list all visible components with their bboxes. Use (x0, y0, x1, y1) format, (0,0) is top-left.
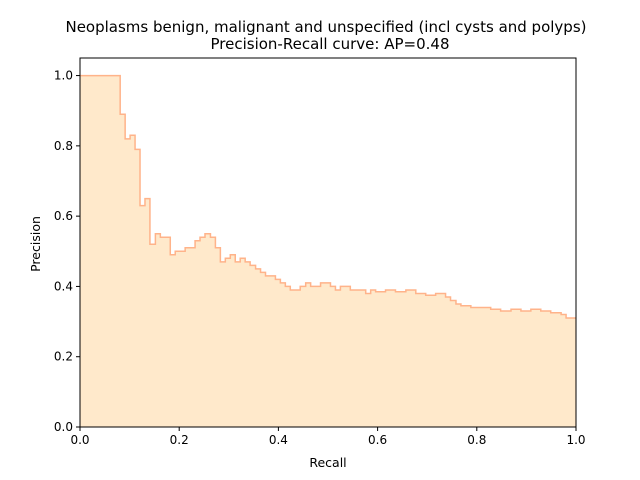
y-axis-label: Precision (28, 216, 43, 272)
y-tick-label: 1.0 (54, 69, 73, 83)
chart-title: Neoplasms benign, malignant and unspecif… (65, 18, 586, 36)
x-tick-label: 0.6 (368, 433, 387, 447)
y-axis-ticks: 0.0 0.2 0.4 0.6 0.8 1.0 (54, 69, 80, 434)
x-tick-label: 0.0 (70, 433, 89, 447)
x-tick-label: 1.0 (566, 433, 585, 447)
y-tick-label: 0.4 (54, 279, 73, 293)
x-tick-label: 0.4 (269, 433, 288, 447)
plot-frame (79, 57, 577, 428)
y-tick-label: 0.6 (54, 209, 73, 223)
chart-subtitle: Precision-Recall curve: AP=0.48 (211, 35, 450, 53)
y-tick-label: 0.2 (54, 350, 73, 364)
x-tick-label: 0.2 (170, 433, 189, 447)
x-axis-label: Recall (309, 455, 346, 470)
pr-area-fill (80, 75, 576, 427)
y-tick-label: 0.8 (54, 139, 73, 153)
x-tick-label: 0.8 (467, 433, 486, 447)
x-axis-ticks: 0.0 0.2 0.4 0.6 0.8 1.0 (70, 427, 586, 447)
pr-step-line (80, 74, 576, 319)
plot-area (79, 57, 577, 428)
y-tick-label: 0.0 (54, 420, 73, 434)
